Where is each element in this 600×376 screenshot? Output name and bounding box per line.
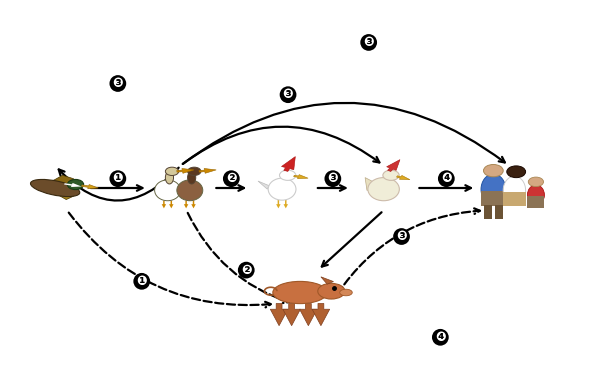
Text: ❸: ❸ <box>113 77 123 90</box>
Ellipse shape <box>503 176 526 204</box>
Circle shape <box>383 170 399 180</box>
FancyArrow shape <box>397 176 410 180</box>
FancyArrow shape <box>312 303 329 326</box>
FancyArrow shape <box>299 303 317 326</box>
FancyArrow shape <box>281 156 295 171</box>
Ellipse shape <box>155 180 181 201</box>
Bar <box>484 205 492 219</box>
Polygon shape <box>258 181 269 189</box>
Circle shape <box>188 167 201 176</box>
Ellipse shape <box>273 281 327 303</box>
Bar <box>503 192 526 206</box>
Text: ❸: ❸ <box>283 88 293 101</box>
Bar <box>494 205 503 219</box>
FancyArrow shape <box>293 174 308 179</box>
Text: ❹: ❹ <box>435 331 446 344</box>
Polygon shape <box>48 188 74 200</box>
Circle shape <box>280 170 296 180</box>
Text: ❷: ❷ <box>241 264 251 277</box>
Circle shape <box>507 166 526 177</box>
Text: ❸: ❸ <box>364 36 374 49</box>
Ellipse shape <box>177 180 203 201</box>
FancyArrow shape <box>276 200 281 208</box>
Circle shape <box>528 177 544 186</box>
Text: ❹: ❹ <box>441 172 452 185</box>
Bar <box>527 196 544 208</box>
Text: ❸: ❸ <box>396 230 407 243</box>
Ellipse shape <box>318 284 345 299</box>
Ellipse shape <box>31 179 80 197</box>
Text: ❶: ❶ <box>113 172 123 185</box>
Bar <box>481 191 505 206</box>
Ellipse shape <box>166 171 173 184</box>
FancyArrow shape <box>191 201 196 208</box>
FancyArrow shape <box>386 160 400 171</box>
Ellipse shape <box>481 174 506 205</box>
Ellipse shape <box>340 289 352 296</box>
FancyArrow shape <box>161 201 166 208</box>
FancyArrow shape <box>64 183 82 187</box>
Polygon shape <box>321 277 334 284</box>
Circle shape <box>484 164 503 177</box>
Text: ❸: ❸ <box>328 172 338 185</box>
Ellipse shape <box>527 185 544 205</box>
FancyArrow shape <box>169 201 173 208</box>
FancyArrow shape <box>82 185 98 189</box>
Polygon shape <box>44 175 74 187</box>
Ellipse shape <box>368 177 400 201</box>
FancyArrow shape <box>184 201 188 208</box>
Ellipse shape <box>268 178 296 200</box>
Text: ❷: ❷ <box>226 172 236 185</box>
Polygon shape <box>365 177 380 190</box>
FancyArrow shape <box>271 303 288 326</box>
FancyArrow shape <box>283 303 301 326</box>
FancyArrow shape <box>176 168 194 173</box>
FancyArrow shape <box>199 168 216 173</box>
Ellipse shape <box>188 171 196 184</box>
Text: ❶: ❶ <box>136 275 147 288</box>
Circle shape <box>166 167 179 176</box>
Circle shape <box>67 179 83 190</box>
FancyArrow shape <box>284 200 288 208</box>
